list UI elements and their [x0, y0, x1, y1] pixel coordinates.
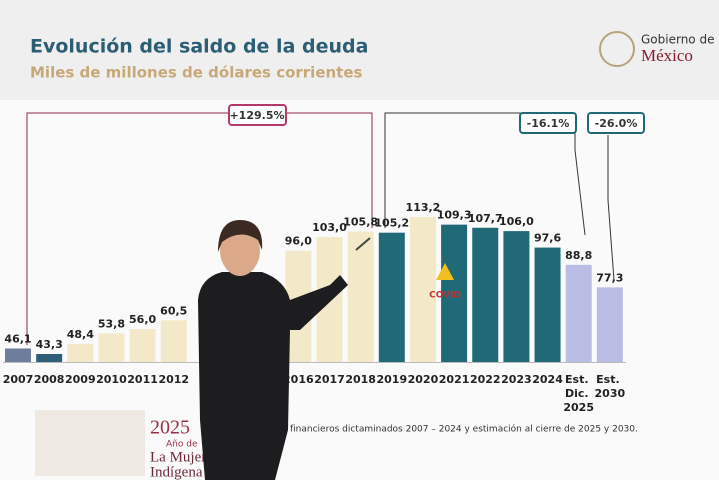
annotation: COVID: [429, 291, 461, 301]
value-label: 56,0: [129, 313, 156, 326]
x-tick-label: 2008: [34, 373, 65, 386]
value-label: 60,5: [160, 304, 187, 317]
bar: [472, 227, 499, 362]
value-label: 88,8: [565, 249, 592, 262]
x-tick-label: 2010: [96, 373, 127, 386]
value-label: 106,0: [499, 215, 534, 228]
annotation: +129.5%: [229, 109, 284, 122]
value-label: 46,1: [4, 333, 31, 346]
x-tick-label: Est. Dic. 2025: [563, 373, 594, 414]
value-label: 109,3: [437, 209, 472, 222]
value-label: 113,2: [406, 201, 441, 214]
banner: 2025 Año de La Mujer Indígena: [35, 410, 206, 480]
x-tick-label: 2020: [408, 373, 439, 386]
value-label: 97,6: [534, 232, 561, 245]
value-label: 48,4: [67, 328, 94, 341]
annotation: -26.0%: [595, 117, 638, 130]
value-label: 53,8: [98, 317, 125, 330]
bar: [503, 231, 530, 362]
banner-figures: [35, 410, 145, 476]
bar: [347, 231, 374, 362]
banner-text: La Mujer: [150, 449, 206, 465]
x-tick-label: 2019: [376, 373, 407, 386]
bracket: [26, 112, 373, 345]
x-tick-label: 2023: [501, 373, 532, 386]
bar: [409, 217, 436, 362]
bar: [67, 344, 94, 362]
x-tick-label: 2007: [3, 373, 34, 386]
value-label: 77,3: [596, 271, 623, 284]
logo-text: México: [641, 46, 693, 65]
x-tick-label: 2009: [65, 373, 96, 386]
plot: 2007 46,1 2008 43,3 2009 48,4 2010 53,8 2011 56,0…: [3, 201, 626, 414]
bar: [36, 354, 63, 362]
warning-icon: [436, 263, 454, 280]
bar: [565, 264, 592, 362]
x-tick-label: 2024: [532, 373, 563, 386]
value-label: 105,8: [343, 216, 378, 229]
banner-text: 2025: [150, 417, 190, 439]
annotation: -16.1%: [527, 117, 570, 130]
x-tick-label: 2018: [345, 373, 376, 386]
value-label: 43,3: [36, 338, 63, 351]
bracket: [607, 135, 615, 281]
logo-seal: [599, 31, 635, 67]
bar: [98, 333, 125, 362]
bar: [129, 329, 156, 362]
presenter: [198, 220, 371, 480]
x-tick-label: 2011: [127, 373, 158, 386]
x-tick-label: Est. 2030: [595, 373, 626, 400]
banner-text: Indígena: [150, 464, 203, 480]
x-tick-label: 2017: [314, 373, 345, 386]
chart-title: Evolución del saldo de la deuda: [30, 36, 368, 58]
bar: [596, 287, 623, 362]
bar: [5, 348, 31, 362]
value-label: 107,7: [468, 212, 503, 225]
bar: [160, 320, 187, 362]
presenter-hair: [218, 220, 263, 252]
presenter-body: [198, 272, 348, 480]
bar: [441, 224, 468, 362]
x-tick-label: 2012: [158, 373, 189, 386]
footnote: financieros dictaminados 2007 – 2024 y e…: [290, 424, 638, 435]
x-tick-label: 2016: [283, 373, 314, 386]
annotation-box: [519, 112, 577, 134]
value-label: 105,2: [374, 217, 409, 230]
bar: [534, 247, 561, 362]
annotation-box: [228, 104, 287, 126]
chart-subtitle: Miles de millones de dólares corrientes: [30, 64, 363, 82]
value-label: 96,0: [285, 235, 312, 248]
bar: [378, 232, 405, 362]
presenter-pen: [355, 237, 371, 251]
value-label: 103,0: [312, 221, 347, 234]
annotation-box: [587, 112, 645, 134]
x-tick-label: 2021: [439, 373, 470, 386]
logo-text: Gobierno de: [641, 33, 714, 47]
banner-text: Año de: [166, 440, 198, 450]
x-tick-label: 2022: [470, 373, 501, 386]
